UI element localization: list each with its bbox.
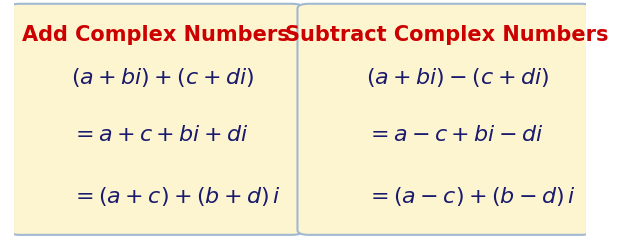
- Text: $(a+bi)+(c+di)$: $(a+bi)+(c+di)$: [71, 66, 255, 89]
- Text: $=(a+c)+(b+d)\,i$: $=(a+c)+(b+d)\,i$: [71, 185, 281, 208]
- Text: $=(a-c)+(b-d)\,i$: $=(a-c)+(b-d)\,i$: [366, 185, 576, 208]
- Text: $=a+c+bi+di$: $=a+c+bi+di$: [71, 125, 249, 145]
- FancyBboxPatch shape: [8, 4, 303, 235]
- Text: $(a+bi)-(c+di)$: $(a+bi)-(c+di)$: [366, 66, 549, 89]
- Text: Add Complex Numbers: Add Complex Numbers: [22, 25, 290, 45]
- FancyBboxPatch shape: [297, 4, 592, 235]
- Text: $=a-c+bi-di$: $=a-c+bi-di$: [366, 125, 544, 145]
- Text: Subtract Complex Numbers: Subtract Complex Numbers: [285, 25, 608, 45]
